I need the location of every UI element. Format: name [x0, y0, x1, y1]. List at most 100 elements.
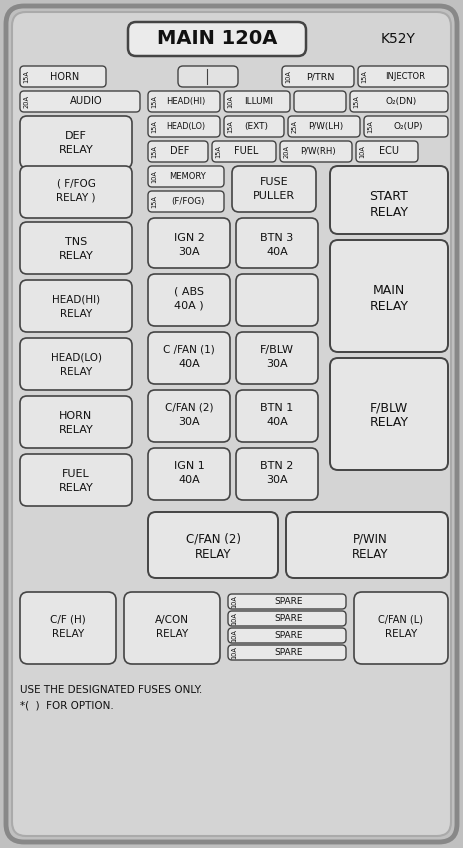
Text: 10A: 10A: [227, 95, 233, 108]
Text: RELAY: RELAY: [59, 483, 94, 493]
FancyBboxPatch shape: [358, 66, 448, 87]
Text: RELAY: RELAY: [59, 145, 94, 155]
FancyBboxPatch shape: [236, 448, 318, 500]
FancyBboxPatch shape: [282, 66, 354, 87]
FancyBboxPatch shape: [124, 592, 220, 664]
Text: 15A: 15A: [151, 120, 157, 133]
Text: RELAY: RELAY: [369, 299, 408, 313]
Text: 15A: 15A: [24, 70, 30, 83]
FancyBboxPatch shape: [224, 91, 290, 112]
FancyBboxPatch shape: [20, 454, 132, 506]
Text: RELAY: RELAY: [52, 629, 84, 639]
Text: RELAY: RELAY: [369, 205, 408, 219]
Text: P/W(RH): P/W(RH): [300, 147, 336, 156]
FancyBboxPatch shape: [20, 592, 116, 664]
Text: BTN 1: BTN 1: [260, 403, 294, 413]
FancyBboxPatch shape: [20, 91, 140, 112]
Text: 15A: 15A: [215, 145, 221, 158]
Text: START: START: [369, 189, 408, 203]
Text: RELAY: RELAY: [352, 549, 388, 561]
Text: RELAY: RELAY: [156, 629, 188, 639]
Text: K52Y: K52Y: [381, 32, 415, 46]
Text: 30A: 30A: [266, 359, 288, 369]
FancyBboxPatch shape: [148, 332, 230, 384]
Text: DEF: DEF: [170, 147, 190, 157]
Text: 40A: 40A: [178, 475, 200, 485]
FancyBboxPatch shape: [20, 280, 132, 332]
Text: IGN 1: IGN 1: [174, 461, 204, 471]
Text: C/FAN (L): C/FAN (L): [378, 615, 424, 625]
Text: HEAD(HI): HEAD(HI): [166, 97, 206, 106]
Text: IGN 2: IGN 2: [174, 233, 205, 243]
Text: SPARE: SPARE: [275, 631, 303, 640]
Text: 10A: 10A: [151, 170, 157, 183]
Text: 15A: 15A: [227, 120, 233, 133]
Text: 10A: 10A: [232, 629, 238, 642]
FancyBboxPatch shape: [212, 141, 276, 162]
Text: 30A: 30A: [178, 247, 200, 257]
Text: USE THE DESIGNATED FUSES ONLY.: USE THE DESIGNATED FUSES ONLY.: [20, 685, 202, 695]
FancyBboxPatch shape: [236, 390, 318, 442]
Text: 40A: 40A: [266, 247, 288, 257]
Text: 40A ): 40A ): [174, 301, 204, 311]
Text: HEAD(HI): HEAD(HI): [52, 295, 100, 305]
Text: INJECTOR: INJECTOR: [385, 72, 425, 81]
Text: ( F/FOG: ( F/FOG: [56, 178, 95, 188]
FancyBboxPatch shape: [12, 12, 451, 836]
FancyBboxPatch shape: [148, 390, 230, 442]
Text: 10A: 10A: [286, 70, 292, 83]
FancyBboxPatch shape: [330, 358, 448, 470]
FancyBboxPatch shape: [228, 611, 346, 626]
Text: HEAD(LO): HEAD(LO): [166, 122, 206, 131]
Text: 10A: 10A: [232, 612, 238, 625]
FancyBboxPatch shape: [148, 512, 278, 578]
FancyBboxPatch shape: [288, 116, 360, 137]
Text: FUEL: FUEL: [62, 469, 90, 479]
FancyBboxPatch shape: [148, 448, 230, 500]
Text: HORN: HORN: [50, 71, 80, 81]
Text: 15A: 15A: [353, 95, 359, 108]
Text: 40A: 40A: [178, 359, 200, 369]
FancyBboxPatch shape: [20, 338, 132, 390]
Text: (F/FOG): (F/FOG): [171, 197, 205, 206]
Text: P/TRN: P/TRN: [306, 72, 334, 81]
Text: RELAY: RELAY: [59, 425, 94, 435]
Text: DEF: DEF: [65, 131, 87, 141]
FancyBboxPatch shape: [232, 166, 316, 212]
FancyBboxPatch shape: [148, 274, 230, 326]
Text: 15A: 15A: [151, 145, 157, 158]
FancyBboxPatch shape: [356, 141, 418, 162]
FancyBboxPatch shape: [6, 6, 457, 842]
Text: P/WIN: P/WIN: [353, 533, 388, 545]
Text: RELAY: RELAY: [60, 309, 92, 319]
Text: HEAD(LO): HEAD(LO): [50, 353, 101, 363]
Text: MEMORY: MEMORY: [169, 172, 206, 181]
FancyBboxPatch shape: [350, 91, 448, 112]
Text: C/FAN (2): C/FAN (2): [186, 533, 240, 545]
Text: RELAY: RELAY: [369, 416, 408, 428]
FancyBboxPatch shape: [148, 218, 230, 268]
FancyBboxPatch shape: [364, 116, 448, 137]
Text: (EXT): (EXT): [244, 122, 268, 131]
Text: 20A: 20A: [283, 145, 289, 158]
Text: SPARE: SPARE: [275, 648, 303, 657]
Text: C/FAN (2): C/FAN (2): [165, 403, 213, 413]
Text: O₂(UP): O₂(UP): [393, 122, 423, 131]
Text: 15A: 15A: [151, 195, 157, 208]
FancyBboxPatch shape: [20, 116, 132, 168]
FancyBboxPatch shape: [20, 396, 132, 448]
FancyBboxPatch shape: [224, 116, 284, 137]
Text: 40A: 40A: [266, 417, 288, 427]
FancyBboxPatch shape: [294, 91, 346, 112]
Text: 10A: 10A: [232, 595, 238, 608]
FancyBboxPatch shape: [148, 116, 220, 137]
Text: RELAY: RELAY: [385, 629, 417, 639]
Text: MAIN: MAIN: [373, 283, 405, 297]
Text: 25A: 25A: [292, 120, 298, 133]
FancyBboxPatch shape: [128, 22, 306, 56]
Text: FUSE: FUSE: [260, 177, 288, 187]
Text: SPARE: SPARE: [275, 597, 303, 606]
Text: *(  )  FOR OPTION.: *( ) FOR OPTION.: [20, 701, 114, 711]
FancyBboxPatch shape: [286, 512, 448, 578]
Text: RELAY: RELAY: [59, 251, 94, 261]
